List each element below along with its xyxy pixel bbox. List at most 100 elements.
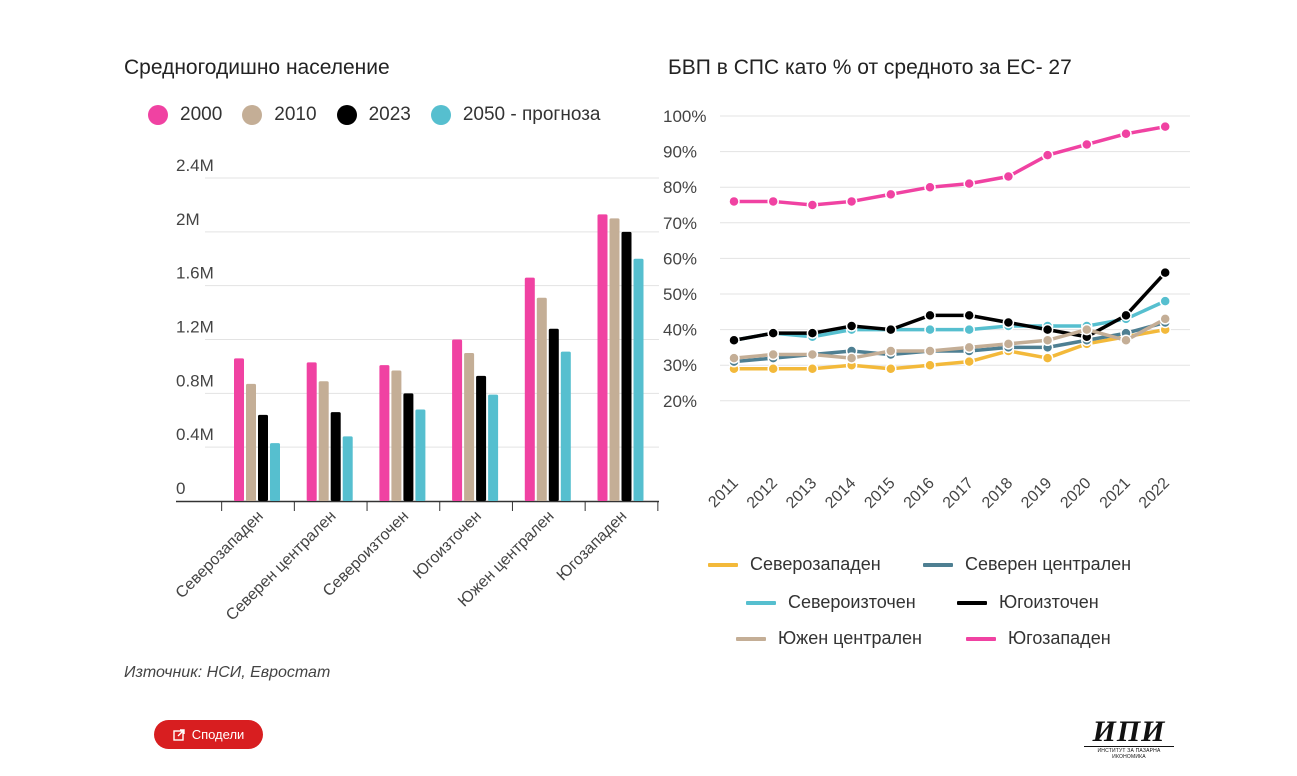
- population-legend: 2000 2010 2023 2050 - прогноза: [148, 104, 620, 126]
- legend-label: Североизточен: [788, 592, 916, 612]
- x-tick-label: 2015: [861, 475, 898, 510]
- legend-swatch: [923, 562, 953, 567]
- data-point: [845, 320, 858, 332]
- legend-swatch: [736, 636, 766, 641]
- data-point: [1002, 316, 1015, 329]
- y-tick-label: 30%: [663, 356, 697, 375]
- legend-label: Северозападен: [750, 554, 881, 574]
- y-tick-label: 0.8M: [176, 371, 214, 390]
- line-legend-item-yugozapaden[interactable]: Югозападен: [966, 628, 1111, 649]
- line-legend-item-yuzhen-centralen[interactable]: Южен централен: [736, 628, 922, 649]
- y-tick-label: 0.4M: [176, 425, 214, 444]
- bar: [524, 277, 535, 501]
- y-tick-label: 2.4M: [176, 156, 214, 175]
- line-legend-item-severozapaden[interactable]: Северозападен: [708, 554, 881, 575]
- bar: [403, 393, 414, 501]
- line-legend-item-severen-centralen[interactable]: Северен централен: [923, 554, 1131, 575]
- data-point: [806, 348, 819, 361]
- data-point: [1120, 128, 1132, 140]
- series-line: [732, 124, 1167, 207]
- legend-swatch: [148, 105, 168, 125]
- legend-label: 2023: [368, 104, 411, 125]
- bar: [548, 328, 559, 501]
- legend-item-2000[interactable]: 2000: [148, 104, 222, 126]
- x-tick-label: 2016: [901, 475, 938, 510]
- y-tick-label: 70%: [663, 214, 697, 233]
- legend-swatch: [708, 562, 738, 567]
- bar: [415, 409, 426, 501]
- bar: [391, 370, 402, 501]
- x-tick-label: 2018: [979, 475, 1016, 510]
- data-point: [963, 355, 975, 368]
- bar: [318, 381, 329, 501]
- y-tick-label: 20%: [663, 392, 697, 411]
- legend-item-2010[interactable]: 2010: [242, 104, 317, 126]
- ipi-logo: ИПИ ИНСТИТУТ ЗА ПАЗАРНА ИКОНОМИКА: [1084, 715, 1174, 760]
- legend-item-2050[interactable]: 2050 - прогноза: [430, 104, 601, 126]
- legend-swatch: [746, 600, 776, 605]
- legend-swatch: [336, 105, 357, 125]
- data-point: [1002, 338, 1015, 350]
- bar: [258, 414, 268, 501]
- data-point: [767, 363, 779, 375]
- line-legend-item-severoiztochen[interactable]: Североизточен: [746, 592, 916, 613]
- data-point: [1081, 138, 1093, 151]
- legend-item-2023[interactable]: 2023: [336, 104, 411, 126]
- bar: [536, 297, 547, 501]
- x-tick-label: 2022: [1136, 475, 1173, 510]
- legend-label: Югозападен: [1008, 628, 1111, 648]
- data-point: [845, 352, 858, 364]
- data-point: [767, 348, 779, 361]
- data-point: [885, 323, 897, 336]
- logo-subtext: ИНСТИТУТ ЗА ПАЗАРНА ИКОНОМИКА: [1084, 746, 1174, 760]
- y-tick-label: 100%: [663, 107, 706, 126]
- bar: [234, 358, 244, 501]
- data-point: [924, 323, 936, 336]
- bar: [270, 443, 280, 501]
- data-point: [885, 188, 897, 201]
- bar: [476, 375, 487, 501]
- bar: [452, 339, 463, 501]
- data-point: [1159, 313, 1171, 325]
- data-point: [845, 195, 858, 208]
- data-point: [1159, 295, 1171, 307]
- bar: [379, 365, 390, 501]
- share-label: Сподели: [191, 727, 245, 742]
- data-point: [963, 323, 975, 336]
- legend-label: 2050 - прогноза: [462, 104, 601, 125]
- y-tick-label: 0: [176, 479, 185, 498]
- logo-text: ИПИ: [1092, 715, 1166, 748]
- series-line: [732, 327, 1167, 371]
- x-tick-label: 2012: [744, 475, 781, 510]
- y-tick-label: 90%: [663, 143, 697, 162]
- x-tick-label: 2017: [940, 475, 977, 510]
- bar: [464, 352, 475, 501]
- data-point: [728, 195, 740, 208]
- legend-label: 2010: [274, 104, 317, 125]
- bar: [597, 214, 608, 501]
- x-tick-label: 2013: [783, 475, 820, 510]
- legend-label: Южен централен: [778, 628, 922, 648]
- data-point: [924, 309, 936, 322]
- bar: [488, 394, 499, 501]
- x-tick-label: 2011: [705, 475, 741, 510]
- share-button[interactable]: Сподели: [154, 720, 263, 749]
- line-legend-item-yugoiztochen[interactable]: Югоизточен: [957, 592, 1099, 613]
- series-line: [732, 299, 1167, 343]
- x-tick-label: 2019: [1018, 475, 1055, 510]
- legend-swatch: [242, 105, 263, 125]
- data-point: [963, 177, 975, 190]
- legend-label: 2000: [180, 104, 223, 125]
- legend-label: Северен централен: [965, 554, 1132, 574]
- x-tick-label: Югоизточен: [410, 508, 485, 583]
- data-point: [1120, 309, 1132, 322]
- gdp-line-chart: 20% 30% 40% 50% 60% 70% 80% 90% 100% 2011 2012 2013…: [663, 107, 1190, 510]
- data-point: [1041, 352, 1054, 364]
- data-point: [924, 181, 936, 193]
- bar: [609, 218, 620, 501]
- data-point: [767, 195, 779, 208]
- legend-swatch: [966, 636, 996, 641]
- data-point: [806, 199, 819, 211]
- bar: [633, 258, 644, 501]
- data-point: [963, 341, 975, 354]
